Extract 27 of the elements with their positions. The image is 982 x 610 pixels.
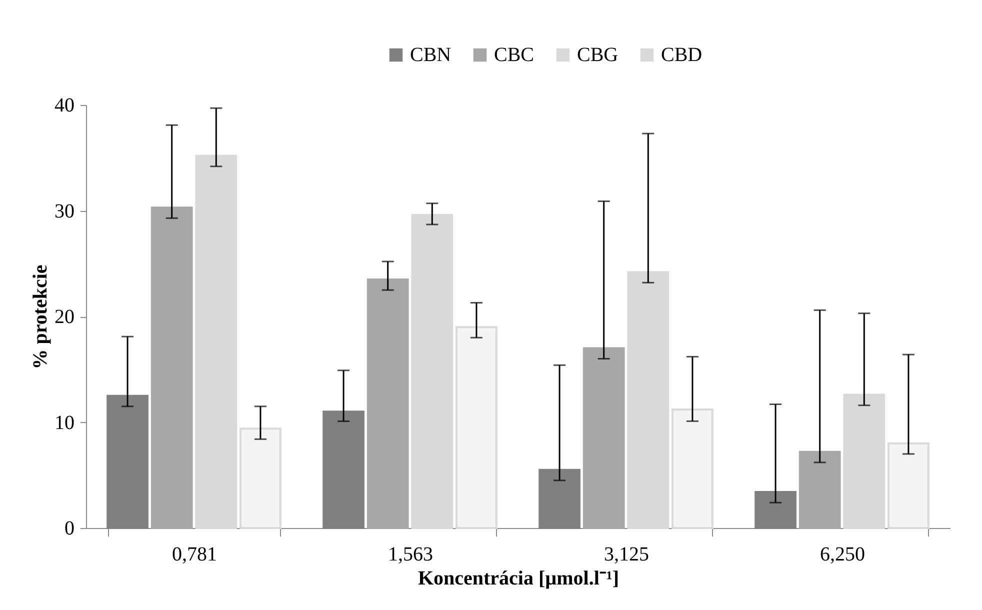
y-tick-label: 40 — [54, 94, 74, 116]
legend-label: CBD — [661, 44, 702, 66]
y-axis-title: % protekcie — [30, 264, 52, 370]
bar — [798, 450, 841, 529]
bar — [240, 428, 282, 529]
bar — [582, 347, 625, 529]
bar — [627, 271, 670, 529]
y-tick-label: 0 — [64, 518, 74, 540]
x-tick-label: 6,250 — [820, 544, 865, 566]
y-tick-label: 10 — [54, 412, 74, 434]
legend-label: CBC — [494, 44, 534, 66]
bar — [456, 326, 498, 529]
x-tick-label: 3,125 — [604, 544, 649, 566]
x-tick-label: 1,563 — [388, 544, 433, 566]
x-tick-label: 0,781 — [172, 544, 217, 566]
bar — [672, 408, 714, 529]
bar — [843, 394, 886, 529]
bar — [150, 206, 193, 529]
y-tick-label: 30 — [54, 200, 74, 222]
x-axis-title: Koncentrácia [µmol.l⁻¹] — [418, 568, 620, 590]
bar — [888, 442, 930, 529]
legend-label: CBG — [577, 44, 618, 66]
bar — [195, 154, 238, 529]
legend-label: CBN — [410, 44, 452, 66]
bar — [366, 278, 409, 529]
bar — [411, 214, 454, 529]
y-tick-label: 20 — [54, 306, 74, 328]
